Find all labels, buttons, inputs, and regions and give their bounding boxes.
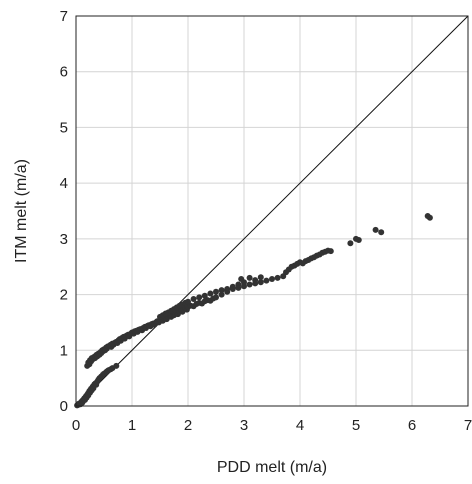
x-tick-label: 4	[296, 417, 304, 434]
data-point	[190, 296, 197, 302]
y-tick-label: 6	[60, 64, 68, 81]
data-points	[74, 213, 433, 409]
x-axis-label: PDD melt (m/a)	[217, 459, 327, 476]
x-tick-label: 1	[128, 417, 136, 434]
data-point	[378, 229, 385, 236]
y-axis-label: ITM melt (m/a)	[13, 159, 30, 263]
data-point	[257, 274, 264, 281]
x-tick-label: 2	[184, 417, 192, 434]
data-point	[426, 214, 433, 221]
data-point	[347, 240, 354, 247]
x-tick-label: 6	[408, 417, 416, 434]
data-point	[355, 237, 362, 243]
data-point	[269, 276, 275, 282]
data-point	[241, 283, 247, 290]
x-tick-label: 7	[464, 417, 472, 434]
identity-reference-line	[75, 15, 469, 407]
data-point	[218, 291, 225, 298]
y-tick-label: 7	[60, 8, 68, 25]
data-point	[257, 279, 264, 286]
data-point	[207, 290, 214, 297]
data-point	[229, 286, 236, 292]
data-point	[327, 248, 334, 255]
data-point	[263, 277, 270, 284]
data-point	[224, 288, 231, 295]
y-tick-label: 5	[60, 119, 68, 136]
data-point	[274, 274, 281, 281]
data-point	[113, 362, 120, 369]
x-tick-label: 3	[240, 417, 248, 434]
data-point	[235, 284, 242, 291]
data-point	[218, 287, 225, 294]
data-point	[372, 226, 379, 233]
data-point	[196, 294, 203, 301]
y-tick-labels: 0 1 2 3 4 5 6 7	[60, 8, 68, 415]
data-point	[213, 294, 219, 301]
y-tick-label: 4	[60, 175, 68, 192]
data-point	[246, 274, 253, 281]
data-point	[246, 281, 253, 288]
y-tick-label: 1	[60, 342, 68, 359]
data-point	[238, 276, 245, 282]
x-tick-label: 5	[352, 417, 360, 434]
x-tick-label: 0	[72, 417, 80, 434]
y-tick-label: 3	[60, 231, 68, 248]
data-point	[213, 288, 219, 295]
x-tick-labels: 0 1 2 3 4 5 6 7	[72, 417, 472, 434]
plot-frame	[75, 15, 469, 407]
data-point	[185, 298, 191, 305]
data-point	[252, 280, 259, 287]
y-tick-label: 2	[60, 287, 68, 304]
data-point	[201, 292, 208, 299]
grid	[75, 15, 469, 407]
y-tick-label: 0	[60, 398, 68, 415]
